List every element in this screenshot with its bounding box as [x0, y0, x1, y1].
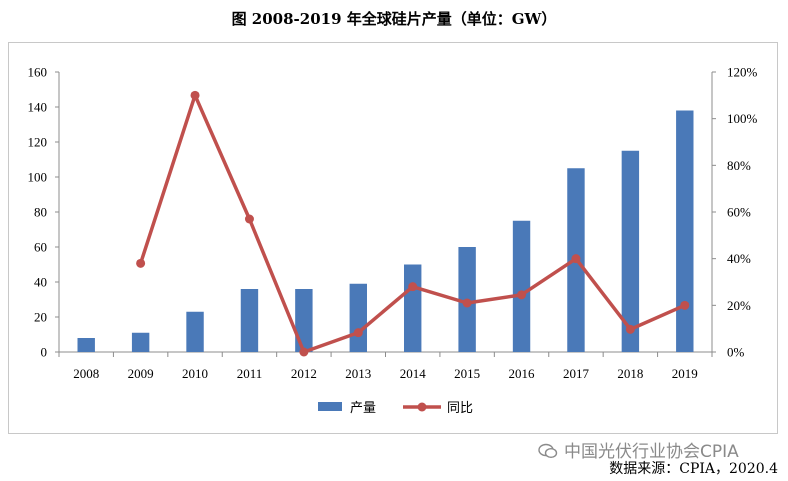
x-tick-label: 2016 — [509, 366, 536, 381]
y-right-tick-label: 0% — [727, 345, 745, 360]
x-tick-label: 2019 — [672, 366, 698, 381]
watermark-text: 中国光伏行业协会CPIA — [564, 442, 739, 462]
y-left-tick-label: 100 — [28, 170, 48, 185]
data-source: 数据来源：CPIA，2020.4 — [609, 461, 778, 477]
chart-title: 图 2008-2019 年全球硅片产量（单位：GW） — [231, 10, 557, 28]
bar — [676, 110, 694, 352]
line-point — [136, 258, 146, 268]
y-right-tick-label: 20% — [727, 298, 751, 313]
legend-label-bar: 产量 — [350, 401, 376, 416]
bar — [404, 264, 422, 352]
x-tick-label: 2018 — [617, 366, 643, 381]
bar — [621, 150, 640, 352]
y-right-tick-label: 80% — [727, 158, 751, 173]
bar — [349, 283, 367, 352]
bar — [512, 220, 531, 352]
wechat-icon — [538, 443, 558, 459]
line-point — [517, 290, 527, 300]
y-right-tick-label: 120% — [727, 65, 758, 80]
line-point — [353, 328, 363, 338]
y-left-tick-label: 120 — [28, 135, 48, 150]
line-point — [190, 90, 200, 100]
line-point — [571, 254, 581, 264]
line-point — [680, 300, 690, 310]
legend-swatch-point — [417, 402, 427, 412]
chart-frame — [8, 42, 778, 434]
legend-swatch-bar — [318, 402, 342, 411]
y-right-tick-label: 40% — [727, 251, 751, 266]
y-left-tick-label: 160 — [28, 65, 48, 80]
bar — [77, 338, 95, 352]
line-point — [625, 324, 635, 334]
bar — [295, 289, 313, 352]
x-tick-label: 2009 — [128, 366, 154, 381]
bar — [131, 332, 150, 352]
line-point — [408, 282, 418, 292]
x-tick-label: 2010 — [182, 366, 208, 381]
x-tick-label: 2008 — [73, 366, 99, 381]
line-point — [462, 298, 472, 308]
bar — [186, 311, 204, 352]
legend-label-line: 同比 — [447, 401, 473, 416]
y-right-tick-label: 60% — [727, 205, 751, 220]
line-point — [244, 214, 254, 224]
x-tick-label: 2011 — [237, 366, 263, 381]
y-left-tick-label: 40 — [34, 275, 47, 290]
line-point — [299, 347, 309, 357]
x-tick-label: 2017 — [563, 366, 590, 381]
x-tick-label: 2015 — [454, 366, 480, 381]
bar — [240, 289, 259, 352]
y-left-tick-label: 140 — [28, 100, 48, 115]
x-tick-label: 2014 — [400, 366, 427, 381]
y-left-tick-label: 60 — [34, 240, 47, 255]
watermark: 中国光伏行业协会CPIA — [538, 437, 739, 462]
x-tick-label: 2012 — [291, 366, 317, 381]
y-left-tick-label: 0 — [41, 345, 48, 360]
x-tick-label: 2013 — [345, 366, 371, 381]
y-left-tick-label: 80 — [34, 205, 47, 220]
y-left-tick-label: 20 — [34, 310, 47, 325]
y-right-tick-label: 100% — [727, 111, 758, 126]
